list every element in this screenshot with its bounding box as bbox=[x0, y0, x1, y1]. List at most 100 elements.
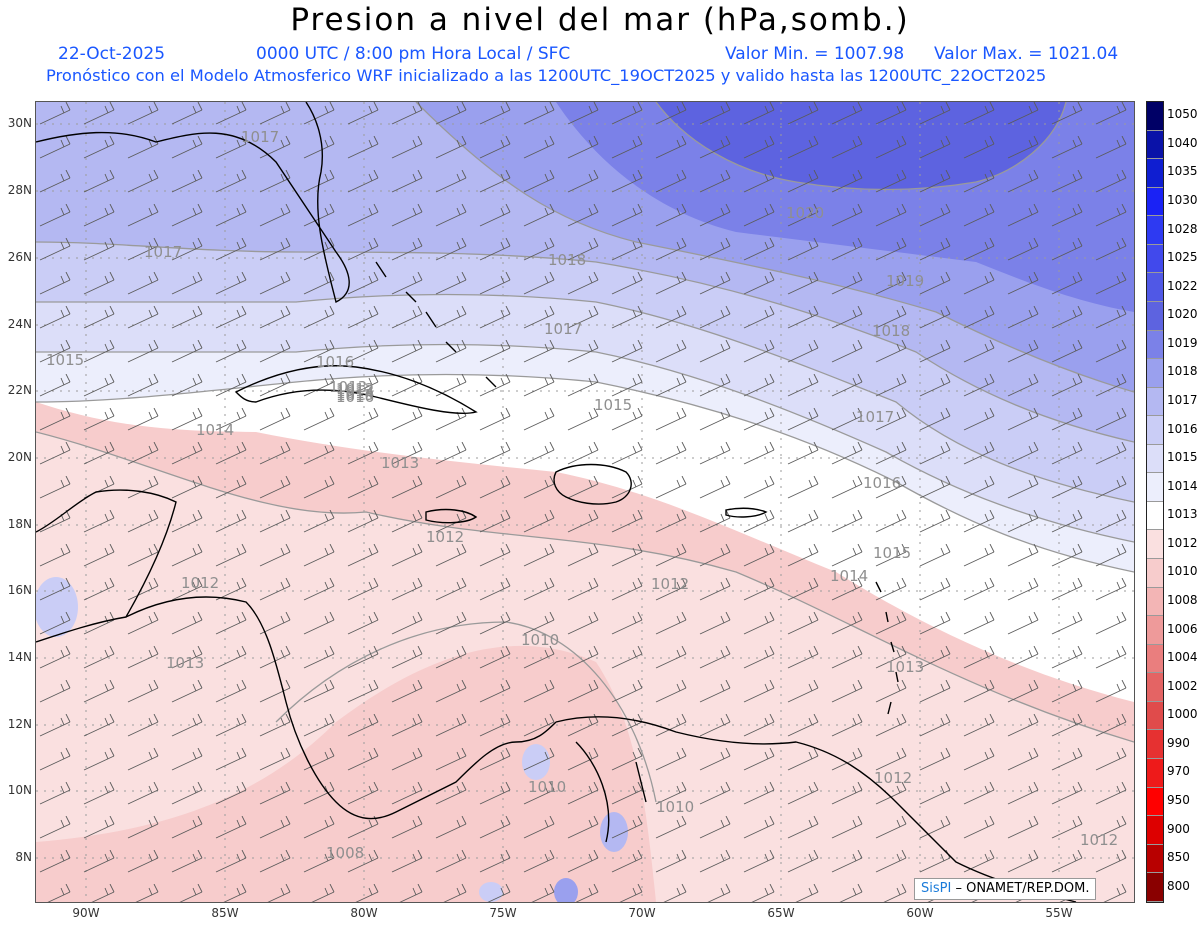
colorbar-segment bbox=[1147, 587, 1163, 617]
contour-label: 1014 bbox=[196, 421, 234, 439]
colorbar-label: 1022 bbox=[1167, 278, 1198, 293]
credit-box: SisPI – ONAMET/REP.DOM. bbox=[914, 878, 1097, 900]
contour-label: 1012 bbox=[426, 528, 464, 546]
colorbar-label: 1014 bbox=[1167, 478, 1198, 493]
contour-label: 1014 bbox=[830, 567, 868, 585]
contour-label: 1020 bbox=[786, 204, 824, 222]
colorbar-label: 1018 bbox=[1167, 364, 1198, 379]
colorbar-label: 1000 bbox=[1167, 707, 1198, 722]
colorbar-label: 1020 bbox=[1167, 307, 1198, 322]
colorbar-segment bbox=[1147, 730, 1163, 759]
colorbar-label: 1028 bbox=[1167, 221, 1198, 236]
lat-label: 24N bbox=[7, 317, 32, 331]
colorbar-segment bbox=[1147, 273, 1163, 302]
colorbar-segment bbox=[1147, 244, 1163, 274]
colorbar-segment bbox=[1147, 559, 1163, 588]
colorbar-label: 1008 bbox=[1167, 593, 1198, 607]
colorbar-label: 1002 bbox=[1167, 678, 1198, 693]
colorbar-segment bbox=[1147, 787, 1163, 817]
contour-label: 1013 bbox=[336, 382, 374, 400]
lat-label: 26N bbox=[7, 250, 32, 264]
contour-label: 1018 bbox=[548, 251, 586, 269]
map-title: Presion a nivel del mar (hPa,somb.) bbox=[290, 2, 910, 38]
contour-label: 1013 bbox=[381, 454, 419, 472]
colorbar-label: 1025 bbox=[1167, 250, 1198, 265]
colorbar-segment bbox=[1147, 701, 1163, 731]
colorbar-label: 1030 bbox=[1167, 193, 1198, 207]
lon-label: 70W bbox=[628, 906, 656, 920]
contour-label: 1012 bbox=[651, 575, 689, 593]
lat-label: 20N bbox=[7, 450, 32, 464]
lat-label: 12N bbox=[7, 717, 32, 731]
colorbar-label: 990 bbox=[1167, 735, 1190, 750]
lon-label: 75W bbox=[489, 906, 517, 920]
contour-labels: 1017 1017 1015 1014 1013 1012 1012 1013 … bbox=[46, 128, 1118, 862]
contour-label: 1010 bbox=[528, 778, 566, 796]
colorbar-segment bbox=[1147, 102, 1163, 131]
contour-label: 1015 bbox=[336, 386, 374, 404]
contour-label: 1012 bbox=[874, 769, 912, 787]
contour-label: 1010 bbox=[521, 631, 559, 649]
colorbar-segment bbox=[1147, 444, 1163, 474]
colorbar bbox=[1146, 101, 1164, 903]
colorbar-segment bbox=[1147, 873, 1163, 902]
credit-brand: SisPI bbox=[921, 881, 952, 896]
wind-barbs bbox=[36, 102, 1134, 902]
min-value: Valor Min. = 1007.98 bbox=[725, 44, 905, 64]
colorbar-segment bbox=[1147, 187, 1163, 217]
colorbar-segment bbox=[1147, 130, 1163, 160]
credit-text: – ONAMET/REP.DOM. bbox=[955, 881, 1090, 896]
forecast-date: 22-Oct-2025 bbox=[58, 44, 166, 64]
colorbar-segment bbox=[1147, 644, 1163, 674]
colorbar-label: 1016 bbox=[1167, 421, 1198, 436]
colorbar-label: 1050 bbox=[1167, 107, 1198, 122]
model-info: Pronóstico con el Modelo Atmosferico WRF… bbox=[46, 66, 1047, 85]
max-value: Valor Max. = 1021.04 bbox=[934, 44, 1119, 64]
lat-label: 22N bbox=[7, 383, 32, 397]
contour-label: 1017 bbox=[544, 320, 582, 338]
colorbar-label: 1017 bbox=[1167, 393, 1198, 407]
lon-label: 55W bbox=[1045, 906, 1073, 920]
colorbar-segment bbox=[1147, 330, 1163, 360]
lat-label: 28N bbox=[7, 183, 32, 197]
lon-label: 85W bbox=[211, 906, 239, 920]
contour-label: 1010 bbox=[656, 798, 694, 816]
contour-label: 1016 bbox=[336, 388, 374, 406]
colorbar-segment bbox=[1147, 387, 1163, 417]
colorbar-segment bbox=[1147, 159, 1163, 188]
coastlines bbox=[36, 102, 1077, 902]
contour-label: 1013 bbox=[166, 654, 204, 672]
contour-label: 1015 bbox=[594, 396, 632, 414]
colorbar-segment bbox=[1147, 816, 1163, 845]
contour-label: 1019 bbox=[886, 272, 924, 290]
lat-label: 16N bbox=[7, 583, 32, 597]
contour-label: 1017 bbox=[856, 408, 894, 426]
contour-label: 1012 bbox=[181, 574, 219, 592]
colorbar-label: 970 bbox=[1167, 764, 1190, 779]
contour-label: 1014 bbox=[336, 384, 374, 402]
lat-label: 14N bbox=[7, 650, 32, 664]
colorbar-label: 1035 bbox=[1167, 164, 1198, 179]
colorbar-segment bbox=[1147, 530, 1163, 559]
lon-label: 65W bbox=[767, 906, 795, 920]
lat-label: 8N bbox=[15, 850, 32, 864]
colorbar-label: 1006 bbox=[1167, 621, 1198, 636]
colorbar-label: 1015 bbox=[1167, 450, 1198, 465]
colorbar-segment bbox=[1147, 216, 1163, 245]
colorbar-segment bbox=[1147, 301, 1163, 331]
contour-label: 1015 bbox=[46, 351, 84, 369]
contour-label: 1016 bbox=[316, 353, 354, 371]
pressure-map-svg: 1017 1017 1015 1014 1013 1012 1012 1013 … bbox=[36, 102, 1134, 902]
colorbar-label: 1019 bbox=[1167, 335, 1198, 350]
colorbar-label: 1004 bbox=[1167, 650, 1198, 665]
colorbar-segment bbox=[1147, 416, 1163, 445]
contour-label: 1013 bbox=[329, 378, 367, 396]
colorbar-label: 1013 bbox=[1167, 507, 1198, 522]
colorbar-segment bbox=[1147, 616, 1163, 645]
colorbar-label: 900 bbox=[1167, 821, 1190, 836]
colorbar-segment bbox=[1147, 844, 1163, 874]
colorbar-label: 800 bbox=[1167, 878, 1190, 893]
lon-label: 60W bbox=[906, 906, 934, 920]
contour-label: 1012 bbox=[336, 380, 374, 398]
contour-label: 1017 bbox=[241, 128, 279, 146]
